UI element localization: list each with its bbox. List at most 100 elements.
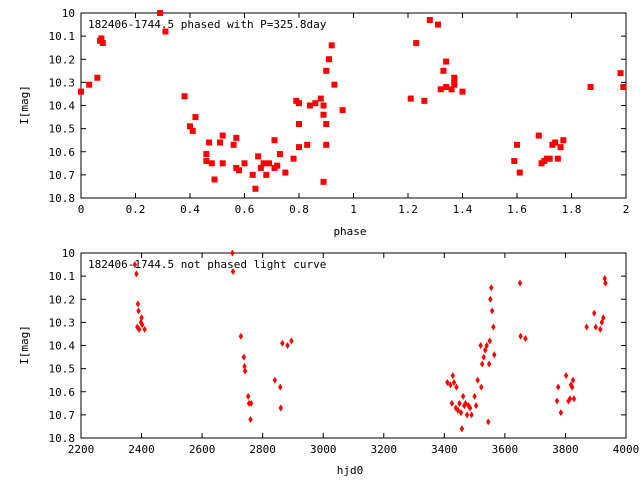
unphased-x-tick-label: 2600	[189, 443, 216, 456]
phased-x-tick-label: 0.8	[289, 203, 309, 216]
unphased-data-point	[523, 335, 528, 343]
phased-y-tick-label: 10.2	[49, 53, 76, 66]
phased-data-point	[306, 102, 313, 109]
phased-data-point	[236, 167, 243, 174]
phased-data-point	[516, 169, 523, 176]
unphased-plot-frame	[80, 252, 627, 439]
phased-x-tick-label: 1.6	[507, 203, 527, 216]
unphased-data-point	[555, 383, 561, 391]
phased-data-point	[448, 86, 455, 93]
phased-data-point	[192, 114, 199, 121]
phased-x-tick-label: 1.4	[453, 203, 473, 216]
phased-data-point	[86, 81, 93, 88]
unphased-data-point	[450, 372, 456, 380]
phased-data-points	[78, 10, 627, 192]
unphased-chart: 2200 2400 2600 2800 3000 3200 3400 3600 3800 4000…	[18, 247, 639, 477]
unphased-data-point	[483, 346, 488, 354]
unphased-data-point	[459, 425, 465, 433]
unphased-y-tick-labels: 10 10.1 10.2 10.3 10.4 10.5 10.6 10.7 10.8	[49, 247, 76, 445]
phased-data-point	[434, 21, 441, 28]
unphased-data-point	[598, 325, 603, 333]
phased-y-tick-label: 10.4	[49, 100, 76, 113]
unphased-data-point	[566, 397, 571, 405]
phased-data-point	[241, 160, 248, 167]
unphased-data-point	[599, 318, 604, 326]
phased-data-point	[208, 160, 215, 167]
phased-data-point	[203, 151, 210, 158]
phased-x-tick-label: 0.4	[180, 203, 200, 216]
unphased-y-tick-label: 10.4	[49, 340, 76, 353]
unphased-data-point	[458, 409, 464, 417]
phased-x-tick-label: 1.8	[562, 203, 582, 216]
phased-data-point	[98, 35, 105, 42]
phased-data-point	[317, 95, 324, 102]
unphased-x-tick-label: 2800	[249, 443, 276, 456]
unphased-data-point	[554, 397, 560, 405]
phased-data-point	[233, 134, 240, 141]
unphased-data-point	[464, 411, 470, 419]
unphased-data-point	[487, 337, 492, 345]
unphased-data-point	[136, 325, 142, 333]
unphased-data-point	[602, 274, 608, 282]
phased-data-point	[162, 28, 169, 35]
unphased-data-point	[136, 307, 141, 315]
unphased-data-point	[571, 395, 577, 403]
unphased-axis-ticks	[80, 252, 627, 439]
phased-y-tick-label: 10.5	[49, 123, 76, 136]
unphased-data-point	[241, 353, 247, 361]
phased-data-point	[219, 132, 226, 139]
unphased-data-point	[518, 332, 523, 340]
unphased-data-point	[489, 307, 495, 315]
unphased-data-point	[135, 300, 141, 308]
phased-data-point	[99, 40, 106, 47]
phased-data-point	[617, 70, 624, 77]
unphased-data-point	[460, 392, 466, 400]
phased-data-point	[206, 139, 213, 146]
unphased-data-point	[278, 383, 283, 391]
unphased-x-tick-label: 3400	[431, 443, 458, 456]
phased-data-point	[325, 56, 332, 63]
phased-x-tick-label: 0	[78, 203, 85, 216]
phased-data-point	[274, 162, 281, 169]
unphased-data-point	[272, 376, 277, 384]
phased-data-point	[331, 81, 338, 88]
unphased-data-point	[280, 339, 285, 347]
unphased-data-point	[570, 376, 576, 384]
unphased-data-point	[489, 284, 494, 292]
unphased-data-point	[469, 411, 474, 419]
phased-x-tick-labels: 0 0.2 0.4 0.6 0.8 1 1.2 1.4 1.6 1.8 2	[78, 203, 630, 216]
phased-chart: 0 0.2 0.4 0.6 0.8 1 1.2 1.4 1.6 1.8 2 1010.110.210…	[18, 7, 629, 238]
phased-data-point	[187, 123, 193, 130]
phased-y-tick-labels: 10 10.1 10.2 10.3 10.4 10.5 10.6 10.7 10.8	[49, 7, 76, 205]
phased-data-point	[535, 132, 542, 139]
unphased-data-point	[486, 418, 491, 426]
unphased-data-point	[248, 416, 253, 423]
phased-data-point	[249, 171, 256, 178]
unphased-data-point	[134, 270, 139, 278]
phased-data-point	[426, 16, 433, 23]
phased-data-point	[451, 74, 458, 81]
phased-data-point	[413, 40, 420, 47]
phased-data-point	[587, 84, 594, 90]
unphased-data-point	[492, 351, 497, 359]
phased-data-point	[260, 160, 267, 167]
phased-plot-frame	[80, 12, 627, 199]
unphased-data-point	[486, 360, 492, 368]
phased-x-tick-label: 1	[350, 203, 357, 216]
unphased-data-point	[445, 379, 450, 386]
unphased-data-point	[491, 323, 496, 331]
phased-x-axis-label: phase	[333, 225, 366, 238]
phased-data-point	[257, 164, 264, 171]
phased-data-point	[320, 102, 327, 109]
unphased-data-point	[488, 295, 493, 303]
phased-y-tick-label: 10	[62, 7, 75, 20]
phased-chart-title: 182406-1744.5 phased with P=325.8day	[88, 18, 327, 31]
unphased-data-point	[230, 249, 235, 257]
unphased-data-point	[481, 353, 486, 361]
unphased-y-axis-label: I[mag]	[18, 325, 31, 365]
phased-data-point	[328, 42, 335, 49]
phased-y-tick-label: 10.7	[49, 169, 76, 182]
phased-data-point	[216, 139, 223, 146]
phased-data-point	[320, 178, 327, 185]
